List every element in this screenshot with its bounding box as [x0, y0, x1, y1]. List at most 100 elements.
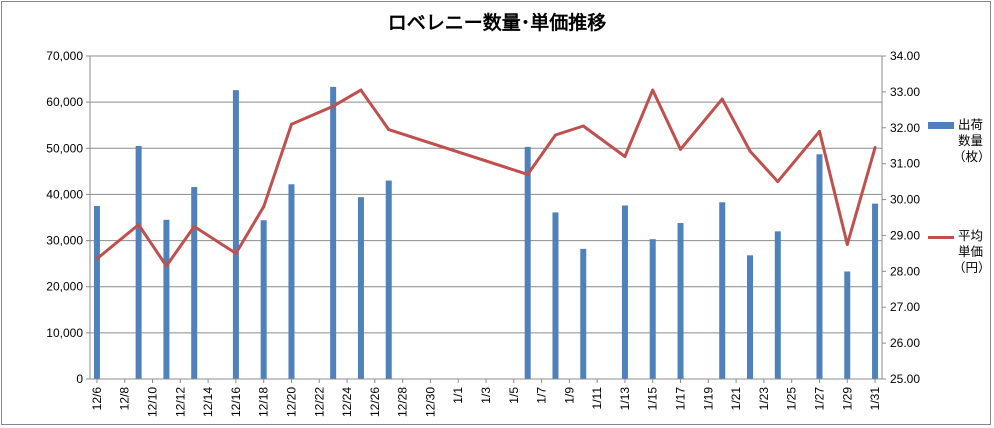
- bar-12/13: [191, 187, 198, 379]
- x-tick-label: 1/1: [451, 387, 465, 404]
- bar-1/8: [552, 212, 559, 379]
- bar-series: [93, 86, 879, 379]
- legend-price-line-1: 平均: [958, 228, 984, 243]
- legend-swatch-quantity: [928, 122, 954, 129]
- bar-1/27: [816, 154, 823, 379]
- price-point-1/22: [748, 149, 752, 153]
- bar-1/31: [872, 203, 879, 379]
- x-tick-label: 1/5: [507, 387, 521, 404]
- x-tick-label: 12/22: [312, 387, 326, 417]
- right-axis-ticks: 25.00 26.00 27.00 28.00 29.00 30.00 31.00 32.00…: [882, 49, 920, 386]
- x-axis-ticks: 12/6 12/8 12/10 12/12 12/14 12/16 12/18 12/20 12…: [90, 379, 882, 417]
- x-tick-label: 12/16: [229, 387, 243, 417]
- left-tick-label: 70,000: [46, 49, 83, 63]
- price-point-12/18: [262, 205, 266, 209]
- x-tick-label: 12/30: [423, 387, 437, 417]
- x-tick-label: 1/21: [729, 387, 743, 411]
- legend-quantity-line-2: 数量: [958, 133, 984, 148]
- x-tick-label: 12/24: [340, 387, 354, 417]
- x-tick-label: 12/10: [146, 387, 160, 417]
- price-point-12/16: [234, 251, 238, 255]
- x-tick-label: 12/28: [396, 387, 410, 417]
- x-tick-label: 12/14: [201, 387, 215, 417]
- price-point-1/6: [526, 172, 530, 176]
- legend-quantity-line-3: （枚）: [953, 149, 991, 164]
- left-tick-label: 40,000: [46, 187, 83, 201]
- legend-price-line-3: （円）: [953, 260, 991, 275]
- price-point-1/17: [679, 147, 683, 151]
- bar-1/24: [774, 231, 781, 379]
- price-point-12/13: [192, 224, 196, 228]
- left-tick-label: 0: [76, 372, 83, 386]
- right-tick-label: 32.00: [890, 121, 920, 135]
- price-point-12/27: [387, 128, 391, 132]
- right-tick-label: 25.00: [890, 372, 920, 386]
- x-tick-label: 12/8: [118, 387, 132, 411]
- legend-price-line-2: 単価: [958, 244, 984, 259]
- x-tick-label: 1/15: [646, 387, 660, 411]
- x-tick-label: 1/13: [618, 387, 632, 411]
- price-point-1/27: [817, 129, 821, 133]
- legend-quantity-line-1: 出荷: [958, 117, 984, 132]
- x-tick-label: 12/26: [368, 387, 382, 417]
- bar-12/25: [357, 197, 364, 379]
- bar-12/11: [163, 219, 170, 379]
- bar-1/17: [677, 223, 684, 379]
- right-tick-label: 30.00: [890, 193, 920, 207]
- left-tick-label: 20,000: [46, 280, 83, 294]
- x-tick-label: 1/31: [868, 387, 882, 411]
- bar-12/16: [232, 90, 239, 379]
- bar-1/29: [844, 271, 851, 379]
- bar-12/27: [385, 180, 392, 379]
- bar-1/6: [524, 146, 531, 379]
- x-tick-label: 1/27: [812, 387, 826, 411]
- left-tick-label: 60,000: [46, 95, 83, 109]
- x-tick-label: 1/29: [840, 387, 854, 411]
- bar-1/15: [649, 239, 656, 379]
- legend-entry-quantity: 出荷 数量 （枚）: [953, 117, 991, 165]
- bar-1/13: [621, 205, 628, 379]
- price-point-1/8: [553, 133, 557, 137]
- price-point-12/25: [359, 88, 363, 92]
- x-tick-label: 1/25: [785, 387, 799, 411]
- price-point-1/20: [720, 97, 724, 101]
- bar-12/23: [330, 86, 337, 379]
- price-point-1/13: [623, 154, 627, 158]
- x-tick-label: 12/20: [284, 387, 298, 417]
- right-tick-label: 28.00: [890, 264, 920, 278]
- bar-1/10: [580, 248, 587, 379]
- bar-1/22: [747, 255, 753, 379]
- right-tick-label: 33.00: [890, 85, 920, 99]
- x-tick-label: 1/23: [757, 387, 771, 411]
- price-point-1/15: [651, 88, 655, 92]
- bar-12/20: [288, 184, 295, 379]
- left-axis-ticks: 0 10,000 20,000 30,000 40,000 50,000 60,000 70,…: [46, 49, 90, 386]
- x-tick-label: 1/3: [479, 387, 493, 404]
- legend-swatch-price: [928, 236, 954, 239]
- gridlines: [90, 55, 882, 334]
- right-tick-label: 34.00: [890, 49, 920, 63]
- price-point-12/23: [331, 104, 335, 108]
- bar-1/20: [719, 202, 726, 379]
- price-point-1/10: [581, 124, 585, 128]
- legend-entry-price: 平均 単価 （円）: [953, 228, 991, 276]
- price-point-12/9: [137, 223, 141, 227]
- x-tick-label: 12/6: [90, 387, 104, 411]
- x-tick-label: 1/17: [674, 387, 688, 411]
- left-tick-label: 30,000: [46, 234, 83, 248]
- x-tick-label: 12/12: [173, 387, 187, 417]
- right-tick-label: 27.00: [890, 300, 920, 314]
- price-line: [95, 88, 877, 268]
- price-point-12/6: [95, 257, 99, 261]
- line-series: [95, 88, 877, 268]
- x-tick-label: 1/19: [701, 387, 715, 411]
- left-tick-label: 50,000: [46, 141, 83, 155]
- left-tick-label: 10,000: [46, 326, 83, 340]
- price-point-1/31: [873, 146, 877, 150]
- right-tick-label: 26.00: [890, 336, 920, 350]
- right-tick-label: 29.00: [890, 228, 920, 242]
- x-tick-label: 12/18: [257, 387, 271, 417]
- x-tick-label: 1/9: [562, 387, 576, 404]
